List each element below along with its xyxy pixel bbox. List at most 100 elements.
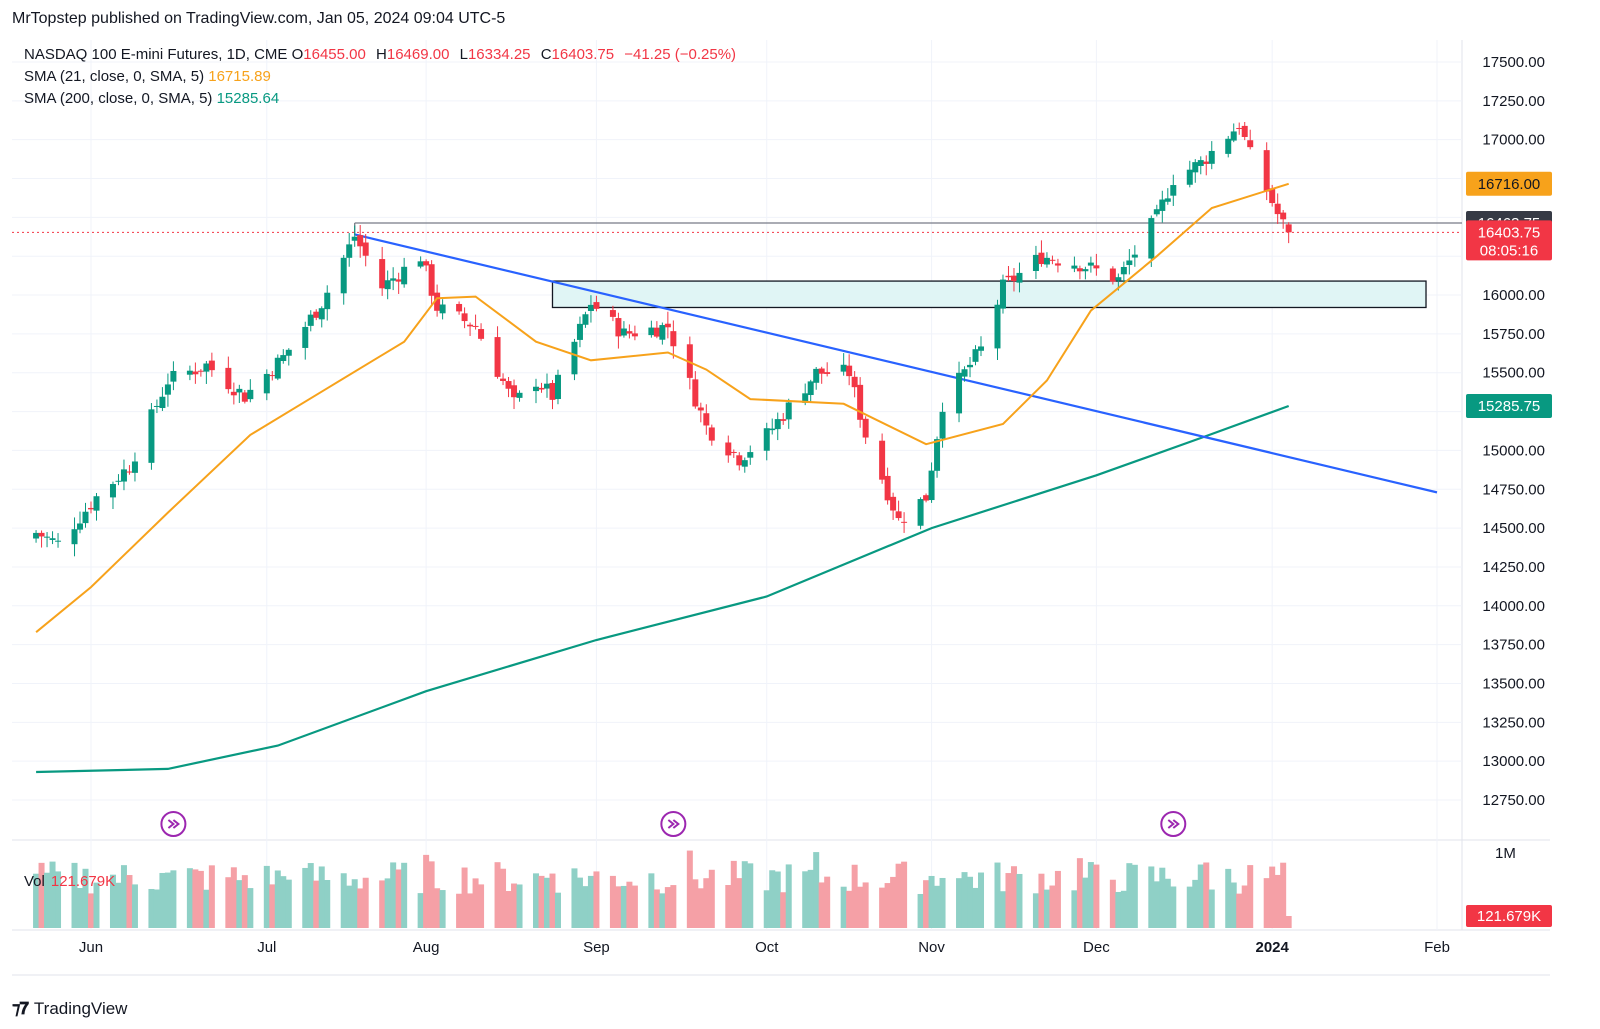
volume-bar (862, 882, 869, 928)
candle-body (379, 259, 386, 289)
support-zone-box[interactable] (551, 280, 1427, 309)
volume-bar (1093, 864, 1100, 928)
x-tick-label: Jun (79, 939, 103, 956)
candle-body (582, 314, 589, 325)
candle-body (1043, 257, 1050, 265)
volume-bar (824, 876, 831, 928)
candle-body (978, 346, 985, 351)
volume-bar (44, 872, 51, 928)
volume-bar (890, 876, 897, 928)
candle-body (434, 292, 441, 311)
open-label: O (291, 46, 304, 63)
volume-bar (686, 850, 693, 928)
candle-body (708, 427, 715, 441)
volume-bar (730, 860, 737, 928)
volume-bar (934, 885, 941, 928)
candle-body (1126, 260, 1133, 266)
candle-body (670, 331, 677, 347)
volume-bar (769, 870, 776, 928)
candle-body (88, 507, 94, 510)
volume-legend[interactable]: Vol 121.679K (24, 873, 115, 890)
volume-bar (807, 869, 814, 928)
dividend-marker-icon[interactable] (660, 811, 687, 837)
candle-body (653, 327, 660, 337)
volume-bar (620, 885, 627, 928)
candle-body (1230, 131, 1237, 141)
y-tick-label: 14250.00 (1482, 559, 1545, 576)
volume-bar (1208, 889, 1215, 928)
candle-body (697, 407, 704, 411)
volume-bar (1192, 879, 1199, 928)
sma21-price-badge[interactable] (1466, 171, 1552, 196)
open-value: 16455.00 (303, 46, 366, 63)
candle-body (505, 381, 512, 389)
candle-body (741, 460, 748, 467)
candle-body (324, 292, 331, 310)
volume-bar (1274, 874, 1281, 928)
volume-bar (780, 892, 787, 928)
volume-badge[interactable] (1466, 905, 1552, 927)
candle-body (1071, 265, 1078, 269)
candle-body (923, 495, 930, 501)
volume-bar (1120, 890, 1127, 928)
volume-bar (1159, 867, 1166, 928)
volume-bar (439, 890, 446, 928)
candle-body (1269, 188, 1276, 204)
volume-bar (153, 889, 160, 928)
trend-line[interactable] (354, 233, 1438, 494)
candle-body (170, 370, 177, 382)
volume-bar (302, 867, 309, 928)
candle-body (857, 384, 864, 420)
sma200-price-badge-text: 15285.75 (1478, 398, 1541, 415)
candle-body (1131, 254, 1138, 258)
candle-body (774, 419, 781, 430)
volume-label: Vol (24, 873, 45, 890)
volume-bar (505, 891, 512, 928)
sma200-line (36, 404, 1290, 774)
y-tick-label: 14000.00 (1482, 598, 1545, 615)
y-tick-label: 14750.00 (1482, 481, 1545, 498)
candle-body (934, 439, 941, 471)
dividend-marker-icon[interactable] (1160, 811, 1187, 837)
tradingview-brand[interactable]: ⁊𝟕 TradingView (12, 999, 127, 1019)
dividend-marker-icon[interactable] (160, 811, 187, 837)
volume-bar (1010, 866, 1017, 928)
volume-bar (1164, 878, 1171, 928)
candle-body (49, 538, 56, 540)
volume-bar (33, 873, 40, 928)
volume-bar (516, 884, 523, 928)
volume-bar (93, 882, 100, 928)
volume-bar (554, 892, 561, 928)
candle-body (82, 511, 89, 524)
candle-body (785, 402, 792, 420)
volume-bar (263, 865, 270, 928)
candle-body (390, 278, 397, 281)
candle-body (241, 392, 248, 402)
candle-body (1263, 150, 1270, 192)
volume-bar (230, 867, 237, 928)
candle-body (1285, 224, 1292, 233)
x-tick-label: 2024 (1255, 939, 1289, 956)
candle-body (1170, 185, 1177, 196)
volume-bar (379, 880, 386, 928)
candle-body (1225, 138, 1232, 154)
candle-body (164, 384, 171, 395)
last-price-badge[interactable] (1466, 220, 1552, 261)
ohlc-legend: NASDAQ 100 E-mini Futures, 1D, CME O1645… (24, 46, 742, 63)
candle-body (236, 388, 243, 393)
candle-body (208, 360, 215, 371)
volume-bar (362, 877, 369, 928)
volume-bar (648, 873, 655, 928)
candle-body (1010, 275, 1017, 282)
candle-body (659, 325, 666, 340)
sma21-legend[interactable]: SMA (21, close, 0, SMA, 5) 16715.89 (24, 68, 277, 85)
candle-body (818, 368, 825, 374)
volume-bar (285, 879, 292, 928)
volume-bar (994, 862, 1001, 928)
volume-bar (747, 863, 754, 928)
sma200-legend[interactable]: SMA (200, close, 0, SMA, 5) 15285.64 (24, 90, 285, 107)
candle-body (269, 375, 276, 377)
sma200-price-badge[interactable] (1466, 394, 1552, 419)
volume-bar (1109, 879, 1116, 928)
